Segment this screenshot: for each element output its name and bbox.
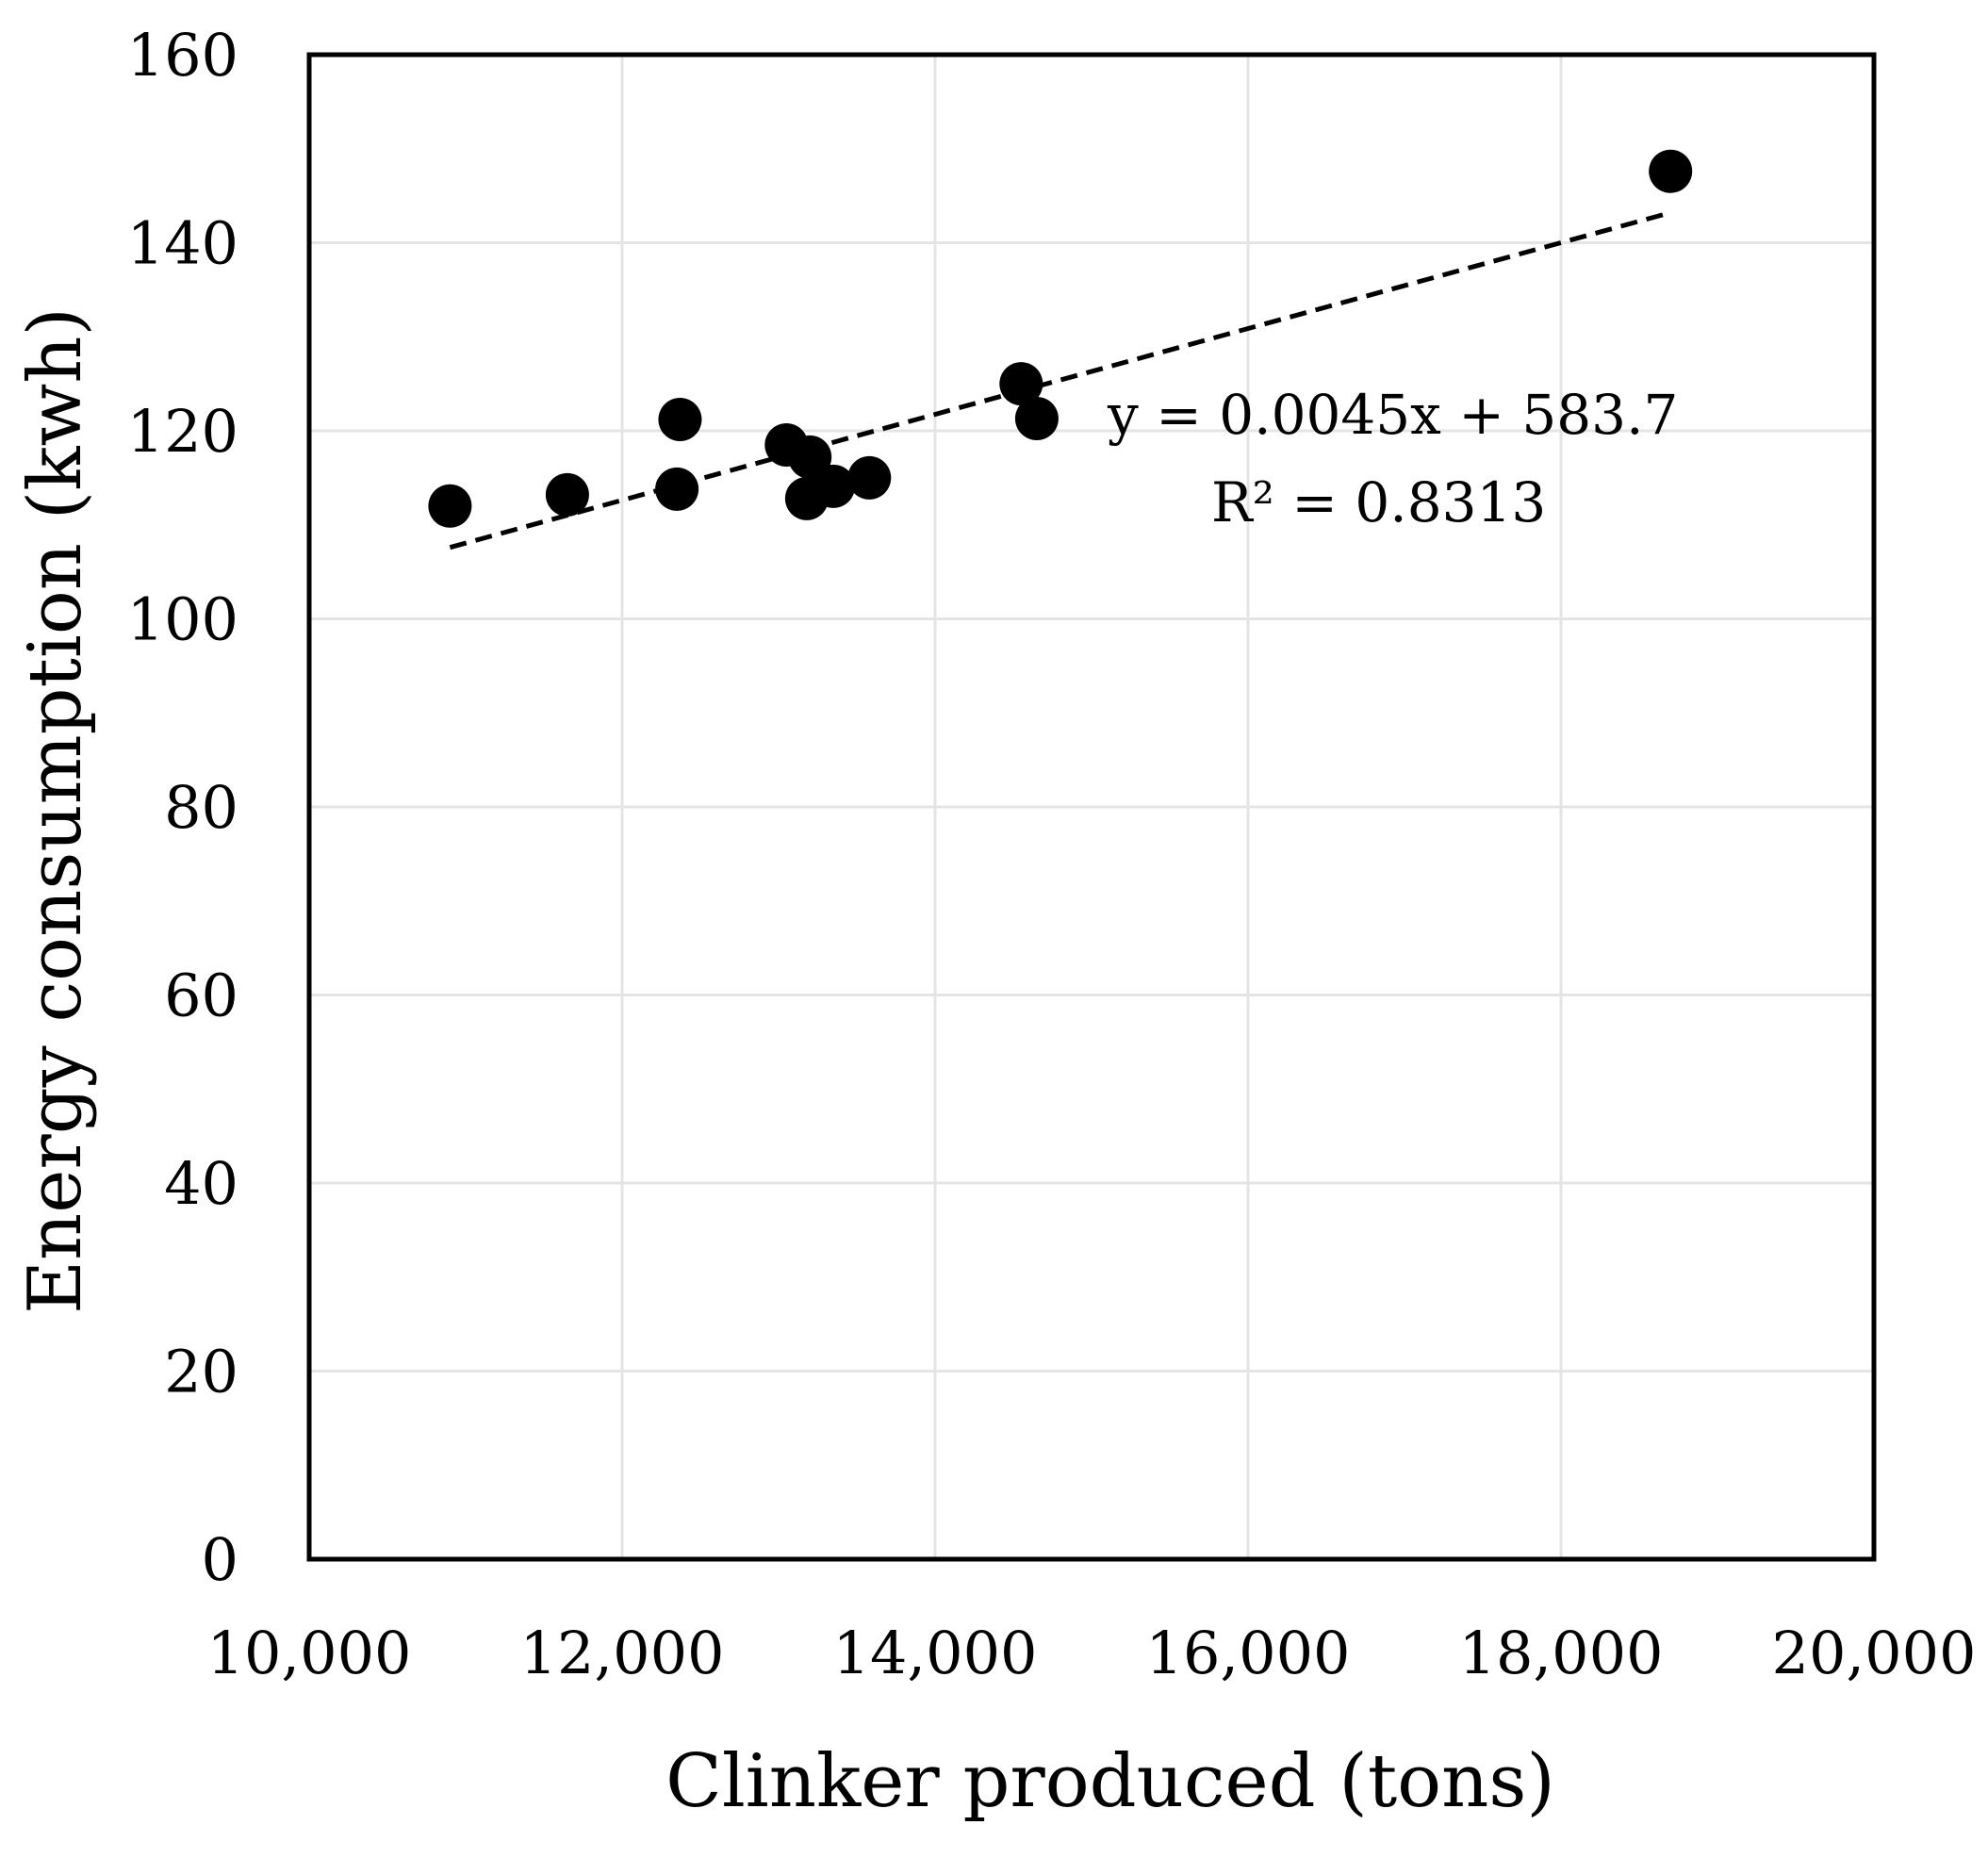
y-tick-label: 80 [164,773,238,842]
data-points [428,149,1693,528]
y-axis-title: Energy consumption (kwh) [13,307,98,1314]
x-tick-label: 18,000 [1459,1619,1664,1687]
data-point [999,362,1043,406]
x-tick-label: 12,000 [520,1619,725,1687]
data-point [1649,149,1693,193]
y-tick-label: 160 [127,21,238,90]
data-point [847,455,892,500]
y-tick-labels: 0 20 40 60 80 100 120 140 160 [127,21,238,1594]
x-axis-title: Clinker produced (tons) [665,1739,1555,1824]
y-tick-label: 140 [127,209,238,278]
data-point [812,464,856,508]
y-tick-label: 0 [202,1525,238,1594]
trendline-r-squared: R² = 0.8313 [1211,470,1546,534]
plot-frame [306,52,1877,1562]
y-tick-label: 20 [164,1338,238,1406]
y-tick-label: 60 [164,962,238,1030]
x-tick-label: 14,000 [833,1619,1038,1687]
data-point [1014,397,1059,441]
y-tick-label: 100 [127,585,238,654]
trendline-equation: y = 0.0045x + 583.7 [1107,383,1678,447]
data-point [788,435,832,479]
x-tick-label: 10,000 [207,1619,412,1687]
data-point [658,398,702,442]
x-tick-labels: 10,000 12,000 14,000 16,000 18,000 20,000 [207,1619,1977,1687]
data-point [428,484,472,528]
data-point [545,472,589,517]
x-tick-label: 16,000 [1146,1619,1351,1687]
data-point [655,467,699,511]
y-tick-label: 120 [127,397,238,466]
y-tick-label: 40 [164,1149,238,1218]
x-tick-label: 20,000 [1772,1619,1977,1687]
